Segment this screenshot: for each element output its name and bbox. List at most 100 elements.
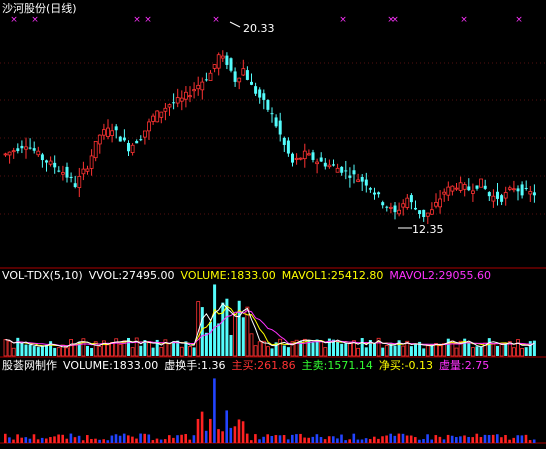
indicator-bar: [344, 440, 347, 443]
legend-value: MAVOL2:29055.60: [389, 269, 492, 282]
candle: [32, 141, 36, 154]
candle: [414, 200, 417, 211]
indicator-bar: [20, 437, 23, 443]
indicator-bar: [73, 437, 77, 443]
indicator-bar: [16, 434, 19, 443]
legend-value: VOLUME:1833.00: [63, 359, 159, 372]
volume-bars[interactable]: [3, 284, 536, 357]
volume-bar: [381, 347, 385, 356]
candle: [274, 114, 278, 128]
candle: [233, 67, 237, 87]
indicator-bar: [61, 434, 64, 443]
candle: [286, 137, 290, 157]
indicator-bar: [163, 439, 167, 443]
indicator-bar: [237, 419, 241, 443]
candle: [262, 89, 266, 110]
candle: [438, 190, 443, 214]
candle: [7, 151, 12, 164]
indicator-bar: [434, 435, 438, 443]
indicator-bar: [147, 434, 151, 443]
indicator-bar: [102, 439, 105, 443]
candle: [368, 186, 372, 193]
indicator-bar: [114, 434, 118, 443]
indicator-bar: [184, 434, 187, 443]
volume-bar: [327, 338, 331, 356]
volume-bar: [401, 345, 406, 357]
volume-bar: [45, 344, 48, 356]
volume-bar: [323, 347, 328, 357]
volume-bar: [311, 342, 315, 356]
indicator-bar: [4, 433, 7, 443]
volume-bar: [376, 337, 381, 357]
candle: [429, 202, 434, 216]
volume-bar: [479, 346, 483, 356]
volume-bar: [163, 339, 168, 357]
indicator-bars[interactable]: [4, 378, 536, 443]
candle: [57, 166, 61, 173]
candle: [524, 180, 528, 191]
volume-bar: [282, 345, 286, 356]
signal-marker: ×: [10, 15, 18, 25]
indicator-bar: [28, 438, 32, 443]
candle: [24, 137, 28, 159]
volume-bar: [397, 340, 401, 356]
volume-bar: [425, 345, 430, 357]
indicator-bar: [303, 437, 306, 443]
candle: [212, 64, 217, 73]
indicator-bar: [49, 437, 52, 443]
candle: [344, 160, 348, 180]
volume-bar: [516, 339, 520, 357]
indicator-legend: 股荟网制作 VOLUME:1833.00 虚换手:1.36 主买:261.86 主卖:1…: [2, 359, 495, 372]
indicator-bar: [110, 435, 114, 443]
candle: [335, 163, 340, 173]
indicator-bar: [405, 435, 409, 443]
indicator-bar: [414, 437, 417, 443]
indicator-bar: [463, 435, 466, 443]
indicator-bar: [81, 440, 85, 443]
candle: [151, 113, 156, 125]
indicator-bar: [118, 435, 122, 443]
volume-bar: [352, 340, 356, 357]
price-annotations: 20.33 12.35: [229, 21, 444, 236]
volume-bar: [458, 340, 463, 357]
min-price-label: 12.35: [412, 223, 444, 236]
volume-bar: [93, 341, 98, 357]
legend-value: 净买:-0.13: [378, 359, 434, 372]
candle: [142, 130, 147, 145]
volume-bar: [209, 321, 212, 356]
volume-bar: [184, 341, 188, 356]
volume-bar: [496, 345, 499, 356]
indicator-bar: [209, 418, 212, 443]
volume-bar: [147, 341, 151, 357]
volume-bar: [463, 338, 467, 356]
candle: [155, 110, 160, 123]
candle: [175, 88, 180, 108]
signal-marker: ×: [31, 15, 39, 25]
candle: [487, 191, 491, 202]
volume-bar: [302, 338, 307, 357]
candle: [496, 183, 499, 206]
volume-bar: [336, 341, 340, 356]
volume-bar: [446, 338, 450, 356]
candle: [377, 191, 381, 198]
candle: [352, 164, 356, 184]
candlestick-series[interactable]: [3, 50, 536, 224]
signal-marker: ×: [212, 15, 220, 25]
indicator-bar: [487, 435, 491, 443]
volume-bar: [265, 346, 270, 357]
candle: [250, 73, 253, 86]
signal-marker: ×: [387, 15, 395, 25]
indicator-bar: [516, 435, 520, 443]
indicator-bar: [319, 437, 323, 443]
candle: [294, 153, 299, 165]
indicator-bar: [356, 439, 360, 443]
indicator-bar: [98, 439, 101, 443]
indicator-bar: [266, 434, 269, 443]
indicator-bar: [430, 439, 433, 443]
volume-bar: [430, 343, 434, 356]
indicator-bar: [135, 438, 138, 443]
candle: [483, 179, 487, 191]
candle: [512, 180, 516, 193]
